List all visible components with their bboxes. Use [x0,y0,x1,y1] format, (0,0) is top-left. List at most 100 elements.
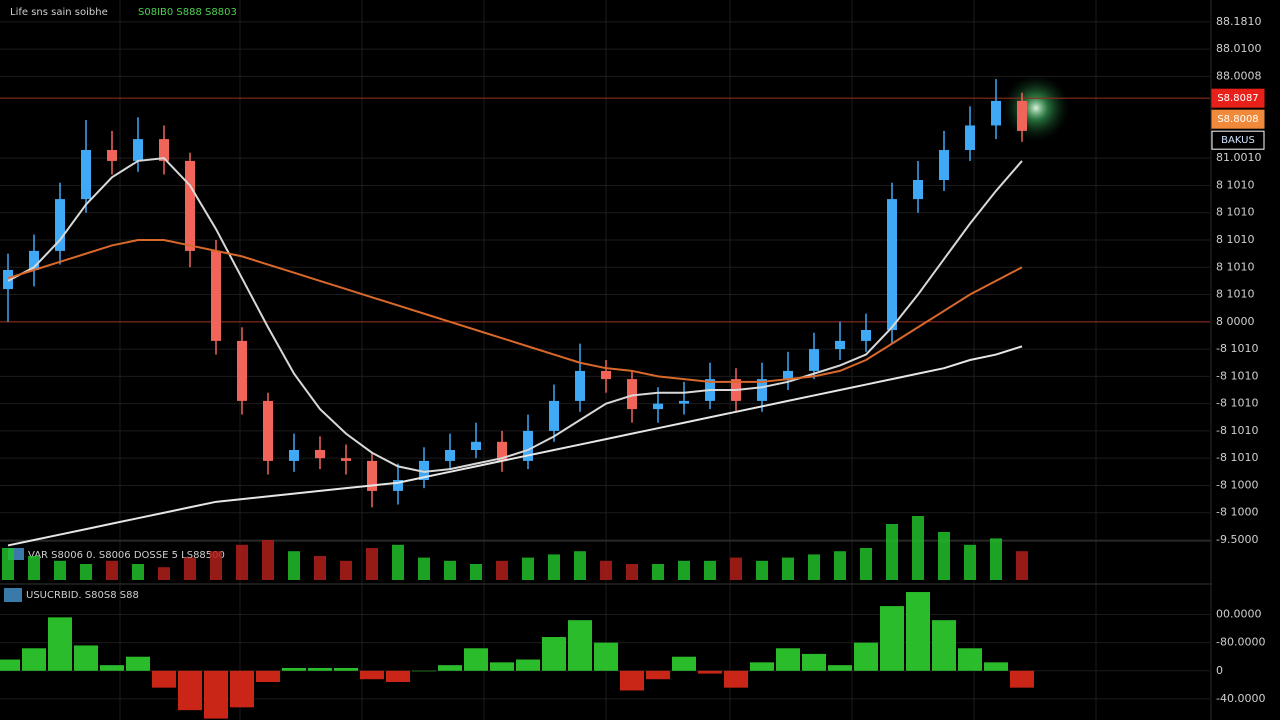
osc-tick-label: -80.0000 [1216,636,1265,649]
osc-bar [516,659,540,671]
candle-body [445,450,455,461]
candle-body [601,370,611,380]
candle-body [497,441,507,461]
volume-bar [834,551,846,580]
candle-body [1017,100,1027,131]
candle-body [991,100,1001,126]
candle-body [861,330,871,341]
y-tick-label: 8 1010 [1216,178,1255,191]
osc-bar [334,667,358,671]
volume-bar [678,560,690,580]
candle-body [575,370,585,401]
glow [1002,74,1070,142]
osc-bar [568,620,592,671]
osc-icon [4,588,22,602]
osc-bar [984,662,1008,671]
volume-bar [990,538,1002,580]
osc-bar [178,670,202,711]
y-tick-label: 8 1010 [1216,288,1255,301]
osc-bar [74,645,98,671]
osc-tick-label: 00.0000 [1216,608,1262,621]
candle-body [783,370,793,380]
volume-bar [2,548,14,580]
osc-bar [646,670,670,680]
candle-body [887,199,897,330]
volume-label: VAR S8006 0. S8006 DOSSE 5 LS88500 [28,550,225,561]
volume-bar [548,554,560,580]
candle-body [419,460,429,480]
candle-body [913,180,923,200]
osc-bar [48,617,72,671]
candle-body [965,125,975,150]
y-tick-label: 88.1810 [1216,15,1262,28]
candle-body [939,150,949,180]
y-tick-label: -8 1010 [1216,424,1258,437]
moving-average [7,345,1023,547]
volume-bar [886,524,898,580]
candle-body [237,340,247,401]
osc-bar [386,670,410,683]
price-tag-label: BAKUS [1221,135,1255,146]
osc-bar [750,662,774,671]
price-tag [1211,88,1265,108]
candle-body [29,250,39,270]
volume-bar [912,516,924,580]
volume-bar [860,548,872,580]
vertical-grid [119,0,1097,720]
candle-body [81,150,91,200]
y-tick-label: -8 1000 [1216,478,1258,491]
y-tick-label: -8 1010 [1216,451,1258,464]
osc-bar [854,642,878,671]
y-tick-label: 8 1010 [1216,260,1255,273]
volume-bar [808,554,820,580]
osc-bar [490,662,514,671]
price-tag [1211,130,1265,150]
osc-bar [698,670,722,674]
volume-bar [184,557,196,580]
osc-bar [22,648,46,671]
price-tag-label: S8.8008 [1217,114,1258,125]
osc-bar [282,667,306,671]
price-tag-label: S8.8087 [1217,93,1258,104]
y-tick-label: -8 1010 [1216,342,1258,355]
moving-average [7,157,1023,473]
osc-bar [802,653,826,671]
volume-bar [106,560,118,580]
osc-bar [776,648,800,671]
osc-bar [230,670,254,708]
osc-bar [594,642,618,671]
y-tick-label: 81.0010 [1216,151,1262,164]
osc-tick-label: -40.0000 [1216,692,1265,705]
volume-bar [392,544,404,580]
volume-bar [1016,551,1028,580]
osc-bar [0,659,20,671]
y-tick-label: 8 0000 [1216,315,1255,328]
y-tick-label: -8 1010 [1216,369,1258,382]
osc-bar [438,665,462,671]
volume-bar [340,560,352,580]
osc-bar [1010,670,1034,688]
osc-label: USUCRBID. S80S8 S88 [26,590,139,601]
osc-bar [360,670,384,680]
osc-bar [620,670,644,691]
volume-bar [444,560,456,580]
candle-body [185,160,195,251]
candle-body [809,349,819,371]
osc-bar [100,665,124,671]
candle-body [55,199,65,251]
candle-body [653,403,663,410]
candle-body [159,139,169,161]
volume-bar [470,564,482,580]
volume-bar [496,560,508,580]
volume-bar [938,532,950,580]
candle-body [471,441,481,450]
osc-bar [672,656,696,671]
osc-bar [828,665,852,671]
price-tag [1211,109,1265,129]
osc-bar [204,670,228,719]
y-tick-label: 8 1010 [1216,206,1255,219]
candle-body [549,400,559,431]
volume-bar [54,560,66,580]
osc-bar [906,592,930,671]
